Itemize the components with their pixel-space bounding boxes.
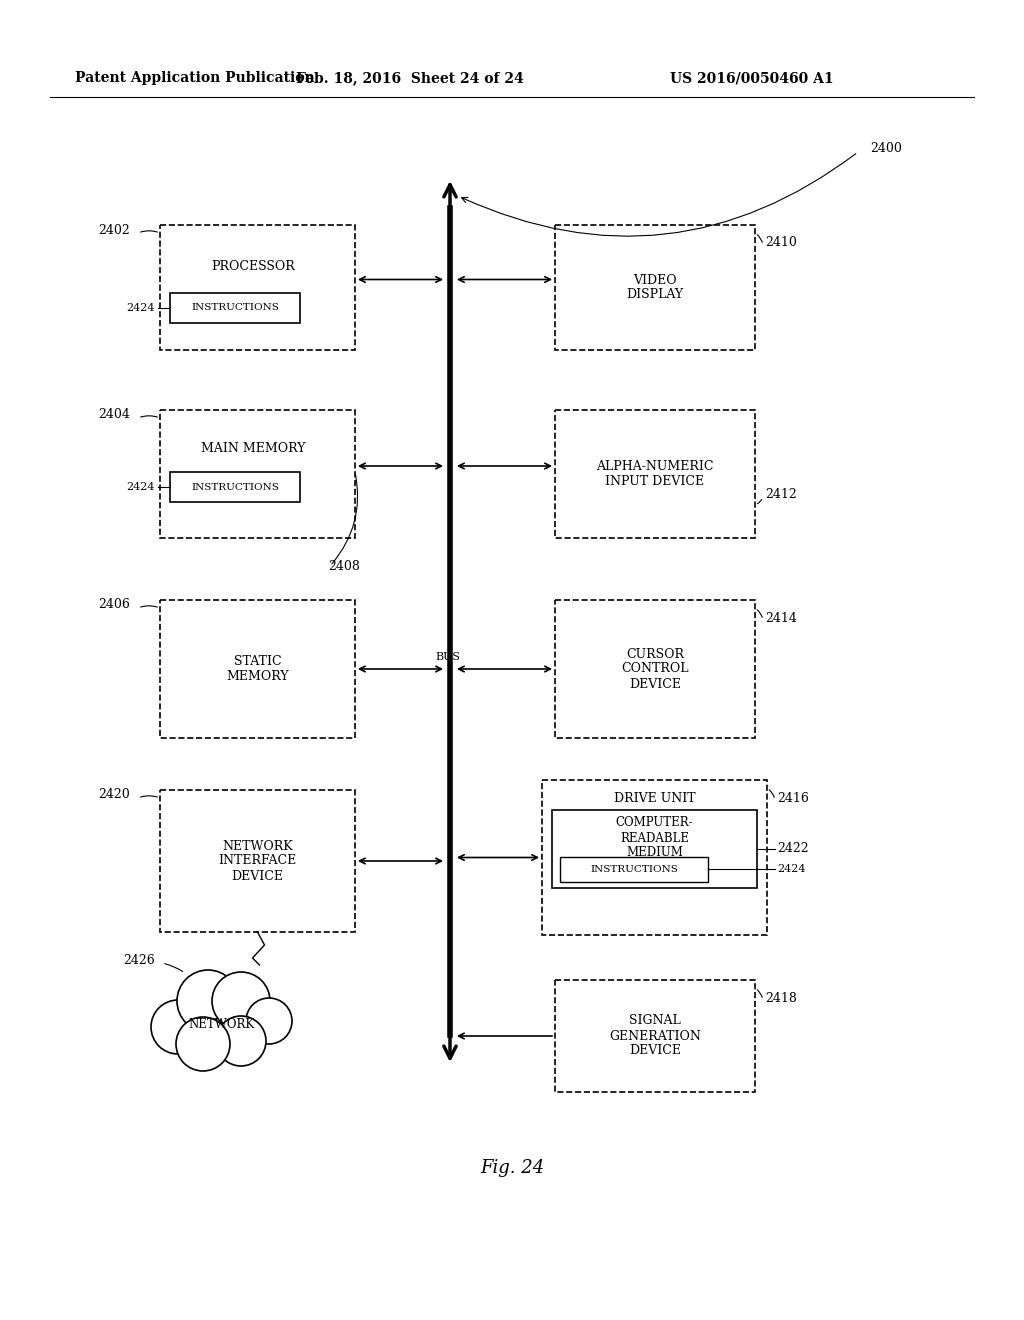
Bar [542, 780, 767, 935]
Text: 2424: 2424 [777, 865, 806, 874]
Bar [160, 224, 355, 350]
Text: 2408: 2408 [328, 560, 359, 573]
Text: 2410: 2410 [765, 236, 797, 249]
Text: BUS: BUS [435, 652, 461, 663]
Text: 2418: 2418 [765, 991, 797, 1005]
Text: 2400: 2400 [870, 141, 902, 154]
Bar [560, 857, 708, 882]
Circle shape [177, 970, 239, 1032]
Bar [555, 601, 755, 738]
Text: 2406: 2406 [98, 598, 130, 611]
Text: 2414: 2414 [765, 611, 797, 624]
Text: 2416: 2416 [777, 792, 809, 804]
Text: ALPHA-NUMERIC
INPUT DEVICE: ALPHA-NUMERIC INPUT DEVICE [596, 459, 714, 488]
Text: Fig. 24: Fig. 24 [480, 1159, 544, 1177]
Bar [160, 601, 355, 738]
Text: 2424: 2424 [127, 304, 155, 313]
Circle shape [216, 1016, 266, 1067]
Bar [552, 810, 757, 888]
Text: VIDEO
DISPLAY: VIDEO DISPLAY [627, 273, 684, 301]
Text: 2412: 2412 [765, 488, 797, 502]
Text: Feb. 18, 2016  Sheet 24 of 24: Feb. 18, 2016 Sheet 24 of 24 [296, 71, 524, 84]
Circle shape [176, 1016, 230, 1071]
Text: 2422: 2422 [777, 842, 809, 855]
Bar [160, 411, 355, 539]
Text: INSTRUCTIONS: INSTRUCTIONS [590, 865, 678, 874]
Text: 2420: 2420 [98, 788, 130, 801]
Circle shape [212, 972, 270, 1030]
Circle shape [151, 1001, 205, 1053]
Text: STATIC
MEMORY: STATIC MEMORY [226, 655, 289, 682]
Text: US 2016/0050460 A1: US 2016/0050460 A1 [670, 71, 834, 84]
Text: MAIN MEMORY: MAIN MEMORY [202, 441, 306, 454]
Bar [555, 979, 755, 1092]
Circle shape [246, 998, 292, 1044]
Text: DRIVE UNIT: DRIVE UNIT [613, 792, 695, 805]
Text: 2402: 2402 [98, 223, 130, 236]
Text: PROCESSOR: PROCESSOR [212, 260, 296, 273]
Bar [555, 224, 755, 350]
Bar [170, 473, 300, 502]
Text: 2424: 2424 [127, 482, 155, 492]
Text: CURSOR
CONTROL
DEVICE: CURSOR CONTROL DEVICE [622, 648, 689, 690]
Bar [170, 293, 300, 323]
Text: 2426: 2426 [123, 953, 155, 966]
Text: NETWORK
INTERFACE
DEVICE: NETWORK INTERFACE DEVICE [218, 840, 297, 883]
Text: SIGNAL
GENERATION
DEVICE: SIGNAL GENERATION DEVICE [609, 1015, 701, 1057]
Text: INSTRUCTIONS: INSTRUCTIONS [191, 483, 279, 491]
Text: COMPUTER-
READABLE
MEDIUM: COMPUTER- READABLE MEDIUM [615, 817, 693, 859]
Text: INSTRUCTIONS: INSTRUCTIONS [191, 304, 279, 313]
Bar [160, 789, 355, 932]
Text: 2404: 2404 [98, 408, 130, 421]
Text: NETWORK: NETWORK [188, 1019, 255, 1031]
Text: Patent Application Publication: Patent Application Publication [75, 71, 314, 84]
Bar [555, 411, 755, 539]
